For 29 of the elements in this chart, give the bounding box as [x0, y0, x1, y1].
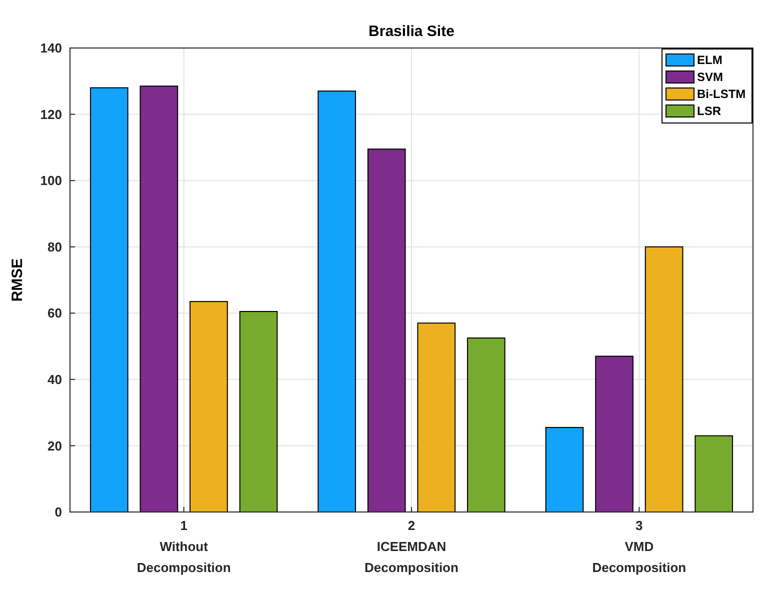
x-tick-label: 3 VMD Decomposition	[592, 518, 686, 575]
legend-label: ELM	[697, 53, 722, 68]
bar	[190, 301, 228, 512]
legend-label: LSR	[697, 104, 722, 118]
y-tick-label: 100	[40, 173, 62, 188]
x-tick-label: 1 Without Decomposition	[136, 518, 231, 575]
y-tick-label: 20	[48, 438, 62, 454]
bar	[644, 246, 684, 512]
bar	[545, 426, 584, 512]
bar	[239, 310, 278, 512]
y-tick-label: 140	[40, 40, 62, 56]
bar	[417, 322, 456, 512]
bar	[694, 435, 734, 512]
bar	[367, 148, 406, 512]
bar	[140, 86, 178, 512]
y-tick-label: 80	[48, 239, 62, 254]
legend-label: Bi-LSTM	[697, 87, 746, 102]
y-axis-title: RMSE	[9, 258, 26, 302]
y-tick-label: 40	[48, 372, 62, 387]
bar	[90, 87, 128, 512]
x-tick-label: 2 ICEEMDAN Decomposition	[364, 518, 458, 575]
chart-title: Brasilia Site	[368, 23, 454, 40]
legend-label: SVM	[697, 70, 724, 84]
bar	[467, 338, 506, 512]
bar	[595, 356, 634, 512]
y-tick-label: 120	[40, 106, 62, 122]
y-tick-label: 60	[48, 306, 62, 321]
y-tick-label: 0	[54, 504, 62, 520]
bar	[318, 90, 356, 512]
